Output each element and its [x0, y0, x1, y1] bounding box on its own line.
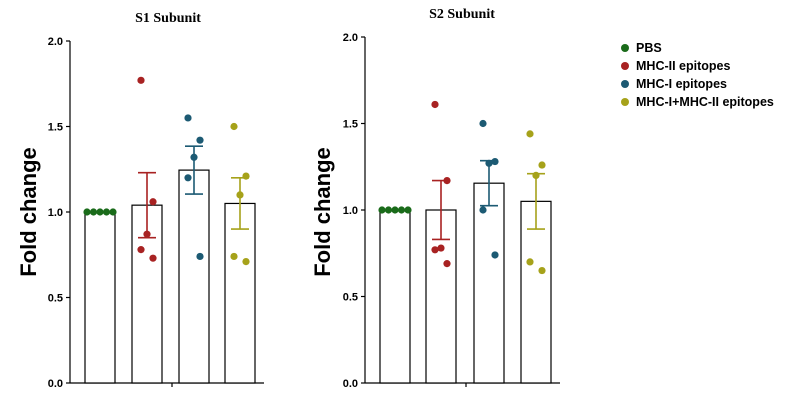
data-point — [149, 254, 157, 262]
data-point — [437, 244, 445, 252]
data-point — [532, 171, 540, 179]
legend-label: MHC-I+MHC-II epitopes — [636, 95, 774, 109]
data-point — [89, 208, 98, 216]
bar-4 — [224, 202, 256, 384]
y-tick-label: 2.0 — [343, 32, 358, 44]
data-point — [242, 257, 250, 266]
bar-1 — [84, 211, 116, 384]
data-point — [230, 122, 238, 131]
data-point — [538, 266, 546, 275]
data-point — [526, 258, 534, 266]
y-tick-label: 1.5 — [343, 119, 358, 131]
data-point — [404, 206, 412, 214]
data-point — [196, 136, 204, 144]
data-point — [491, 251, 499, 259]
data-point — [397, 206, 406, 214]
y-tick-label: 0.5 — [48, 293, 63, 305]
data-point — [83, 208, 91, 216]
data-point — [236, 191, 244, 199]
data-point — [431, 246, 439, 254]
data-point — [190, 153, 198, 161]
data-point — [479, 119, 487, 128]
data-point — [443, 260, 451, 268]
y-tick-label: 0.5 — [343, 292, 358, 304]
legend-marker — [621, 44, 629, 52]
data-point — [242, 172, 250, 180]
y-tick-label: 2.0 — [48, 36, 63, 48]
legend-marker — [621, 98, 629, 106]
data-point — [431, 100, 439, 109]
legend-label: MHC-II epitopes — [636, 59, 730, 73]
data-point — [378, 206, 386, 214]
bar-1 — [379, 209, 411, 384]
y-axis-label: Fold change — [16, 147, 41, 277]
legend: PBS MHC-II epitopes MHC-I epitopes MHC-I+MH… — [621, 41, 774, 109]
data-point — [137, 76, 145, 84]
data-point — [137, 246, 145, 254]
bar-3 — [178, 169, 210, 384]
data-point — [196, 252, 204, 261]
data-point — [491, 157, 499, 166]
legend-label: PBS — [636, 41, 662, 55]
y-tick-label: 0.0 — [343, 378, 358, 390]
data-point — [143, 230, 151, 238]
data-point — [230, 252, 238, 261]
y-axis-label: Fold change — [310, 147, 335, 277]
data-point — [102, 208, 111, 216]
panel-2: S2 Subunit Fold change 0.0 0.5 1.0 1.5 2.0 — [310, 7, 560, 390]
y-tick-label: 1.0 — [48, 207, 63, 219]
bar-3 — [473, 182, 505, 384]
data-point — [384, 206, 393, 214]
legend-marker — [621, 62, 629, 70]
data-point — [149, 198, 157, 206]
data-point — [391, 206, 399, 214]
legend-marker — [621, 80, 629, 88]
data-point — [96, 208, 104, 216]
data-point — [479, 206, 487, 214]
data-point — [485, 159, 493, 167]
y-tick-label: 1.5 — [48, 122, 63, 134]
y-tick-label: 0.0 — [48, 378, 63, 390]
panel-1: S1 Subunit Fold change 0.0 0.5 1.0 1.5 2.0 — [16, 11, 264, 390]
data-point — [443, 176, 451, 185]
legend-label: MHC-I epitopes — [636, 77, 727, 91]
data-point — [184, 174, 192, 182]
y-tick-label: 1.0 — [343, 205, 358, 217]
panel-title: S1 Subunit — [135, 11, 201, 26]
data-point — [109, 208, 117, 216]
data-point — [184, 114, 192, 122]
panel-title: S2 Subunit — [429, 7, 495, 22]
data-point — [526, 130, 534, 138]
data-point — [538, 161, 546, 169]
